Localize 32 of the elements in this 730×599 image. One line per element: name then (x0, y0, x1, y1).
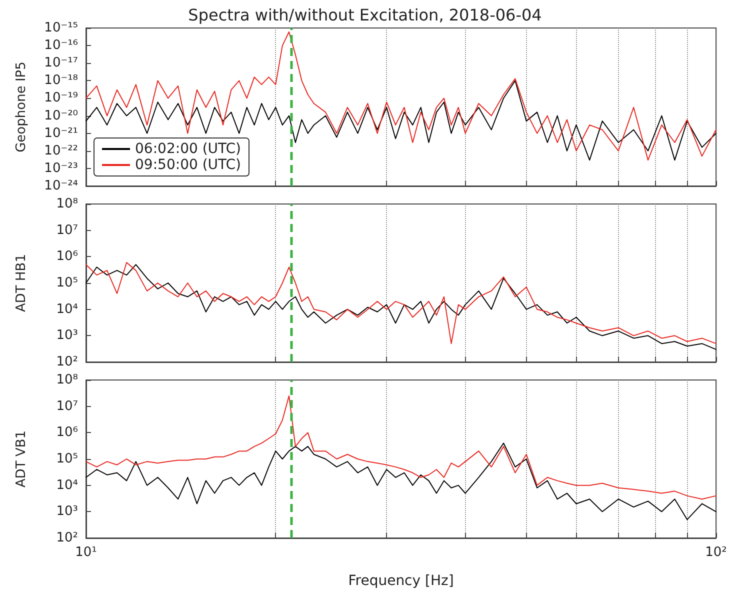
y-tick-label: 10² (56, 530, 78, 546)
y-tick-label: 10² (56, 354, 78, 370)
y-tick-label: 10⁻²⁰ (44, 108, 78, 124)
legend-label: 06:02:00 (UTC) (135, 141, 242, 157)
y-tick-label: 10³ (56, 504, 78, 520)
y-tick-label: 10⁸ (56, 196, 78, 212)
y-tick-label: 10⁵ (56, 276, 78, 290)
y-tick-label: 10⁻¹⁹ (44, 90, 78, 106)
y-tick-label: 10⁴ (56, 302, 78, 317)
y-axis-title: ADT VB1 (14, 430, 29, 488)
y-tick-label: 10⁻¹⁷ (44, 56, 78, 71)
x-tick-label: 10¹ (75, 545, 97, 560)
y-tick-label: 10⁷ (56, 398, 78, 414)
legend-label: 09:50:00 (UTC) (135, 157, 242, 173)
y-tick-label: 10⁴ (56, 478, 78, 493)
y-tick-label: 10⁻²³ (44, 160, 78, 176)
chart-title: Spectra with/without Excitation, 2018-06-04 (188, 6, 542, 24)
y-tick-label: 10³ (56, 328, 78, 344)
y-tick-label: 10⁶ (56, 249, 78, 264)
y-tick-label: 10⁸ (56, 372, 78, 388)
y-tick-label: 10⁻²² (44, 143, 78, 158)
y-tick-label: 10⁻¹⁵ (44, 20, 78, 36)
y-tick-label: 10⁻¹⁸ (44, 73, 78, 88)
y-tick-label: 10⁻¹⁶ (44, 38, 78, 54)
y-tick-label: 10⁵ (56, 452, 78, 466)
y-tick-label: 10⁷ (56, 222, 78, 238)
x-axis-title: Frequency [Hz] (348, 573, 454, 589)
y-axis-title: Geophone IP5 (14, 62, 29, 152)
y-axis-title: ADT HB1 (14, 254, 29, 312)
y-tick-label: 10⁻²⁴ (44, 178, 78, 194)
y-tick-label: 10⁶ (56, 425, 78, 440)
y-tick-label: 10⁻²¹ (44, 126, 78, 141)
